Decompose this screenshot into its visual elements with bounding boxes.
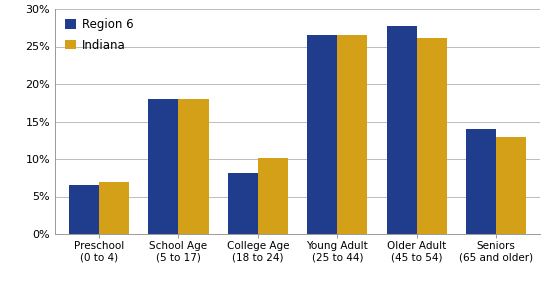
- Bar: [417, 38, 447, 234]
- Legend: Region 6, Indiana: Region 6, Indiana: [61, 15, 137, 55]
- Bar: [496, 136, 526, 234]
- Bar: [466, 129, 496, 234]
- Bar: [148, 99, 179, 234]
- Bar: [307, 35, 337, 234]
- Bar: [337, 35, 368, 234]
- Bar: [179, 99, 208, 234]
- Bar: [228, 172, 258, 234]
- Bar: [69, 185, 99, 234]
- Bar: [258, 158, 288, 234]
- Bar: [99, 182, 129, 234]
- Bar: [387, 26, 417, 234]
